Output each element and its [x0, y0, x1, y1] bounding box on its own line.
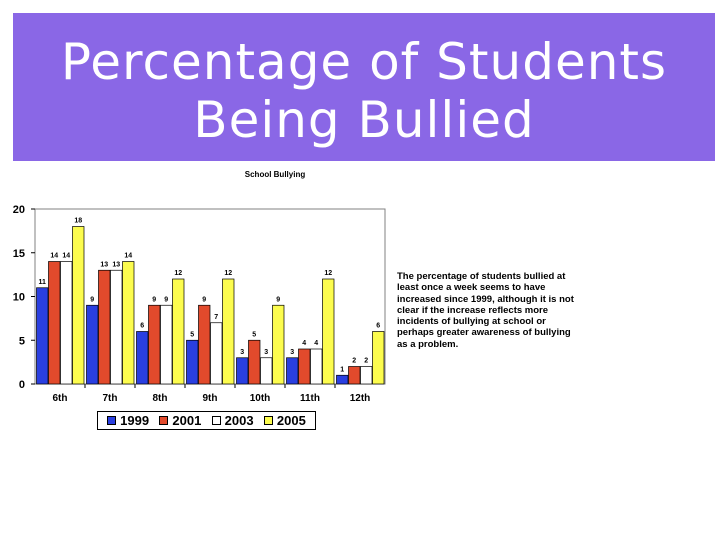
data-label: 5 — [252, 331, 256, 338]
legend-swatch — [263, 416, 273, 425]
y-tick-label: 5 — [19, 335, 25, 347]
bar-1999-12th — [336, 374, 349, 385]
x-tick-label: 12th — [350, 393, 371, 404]
x-tick-label: 6th — [53, 393, 68, 404]
legend-entry-1999: 1999 — [107, 413, 149, 428]
data-label: 13 — [112, 261, 120, 268]
legend-label: 2003 — [224, 413, 254, 428]
legend-label: 2005 — [276, 413, 306, 428]
data-label: 13 — [100, 261, 108, 268]
data-label: 5 — [190, 331, 194, 338]
bar-2005-6th — [72, 226, 85, 385]
legend-entry-2001: 2001 — [159, 413, 201, 428]
bar-2001-9th — [198, 304, 211, 385]
x-tick-label: 8th — [153, 393, 168, 404]
data-label: 6 — [376, 323, 380, 330]
chart-legend: 1999 2001 2003 2005 — [97, 411, 316, 430]
bar-2005-7th — [122, 261, 135, 385]
data-label: 4 — [314, 340, 318, 347]
title-banner: Percentage of Students Being Bullied — [13, 13, 715, 161]
legend-swatch — [159, 416, 169, 425]
bar-1999-7th — [86, 304, 99, 385]
bar-1999-11th — [286, 357, 299, 385]
bar-2001-8th — [148, 304, 161, 385]
data-label: 2 — [352, 358, 356, 365]
bar-2001-11th — [298, 348, 311, 385]
data-label: 14 — [62, 253, 70, 260]
bar-2003-11th — [310, 348, 323, 385]
data-label: 14 — [50, 253, 58, 260]
bar-2005-12th — [372, 331, 385, 385]
bar-2005-10th — [272, 304, 285, 385]
data-label: 7 — [214, 314, 218, 321]
chart-title: School Bullying — [244, 170, 306, 179]
data-label: 4 — [302, 340, 306, 347]
bar-2003-10th — [260, 357, 273, 385]
data-label: 9 — [90, 296, 94, 303]
bar-1999-9th — [186, 339, 199, 385]
y-tick-label: 0 — [19, 379, 25, 391]
data-label: 1 — [340, 366, 344, 373]
bar-2005-8th — [172, 278, 185, 385]
data-label: 9 — [152, 296, 156, 303]
bar-1999-6th — [36, 287, 49, 385]
bar-2001-7th — [98, 269, 111, 385]
data-label: 14 — [124, 253, 132, 260]
data-label: 9 — [164, 296, 168, 303]
slide-title: Percentage of Students Being Bullied — [60, 33, 668, 149]
legend-label: 2001 — [172, 413, 202, 428]
data-label: 2 — [364, 358, 368, 365]
data-label: 11 — [39, 279, 47, 286]
data-label: 3 — [290, 349, 294, 356]
x-tick-label: 11th — [300, 393, 320, 404]
data-label: 3 — [240, 349, 244, 356]
legend-swatch — [211, 416, 221, 425]
x-tick-label: 7th — [103, 393, 118, 404]
bar-2005-11th — [322, 278, 335, 385]
chart-annotation: The percentage of students bullied at le… — [397, 271, 574, 350]
y-tick-label: 10 — [13, 292, 25, 304]
x-tick-label: 9th — [203, 393, 218, 404]
legend-label: 1999 — [120, 413, 150, 428]
bar-2005-9th — [222, 278, 235, 385]
x-tick-label: 10th — [250, 393, 271, 404]
data-label: 9 — [202, 296, 206, 303]
data-label: 12 — [324, 270, 332, 277]
bar-2003-9th — [210, 322, 223, 385]
bar-2003-7th — [110, 269, 123, 385]
legend-entry-2003: 2003 — [211, 413, 254, 428]
bar-2001-6th — [48, 261, 61, 385]
data-label: 18 — [74, 218, 82, 225]
legend-swatch — [107, 416, 117, 425]
y-tick-label: 15 — [13, 248, 25, 260]
bar-2001-10th — [248, 339, 261, 385]
bar-2001-12th — [348, 366, 361, 385]
y-tick-label: 20 — [13, 204, 25, 216]
data-label: 9 — [276, 296, 280, 303]
bar-1999-10th — [236, 357, 249, 385]
bar-2003-6th — [60, 261, 73, 385]
bar-2003-12th — [360, 366, 373, 385]
data-label: 6 — [140, 323, 144, 330]
data-label: 12 — [224, 270, 232, 277]
legend-entry-2005: 2005 — [263, 413, 306, 428]
bar-1999-8th — [136, 331, 149, 385]
bar-2003-8th — [160, 304, 173, 385]
data-label: 3 — [264, 349, 268, 356]
data-label: 12 — [174, 270, 182, 277]
